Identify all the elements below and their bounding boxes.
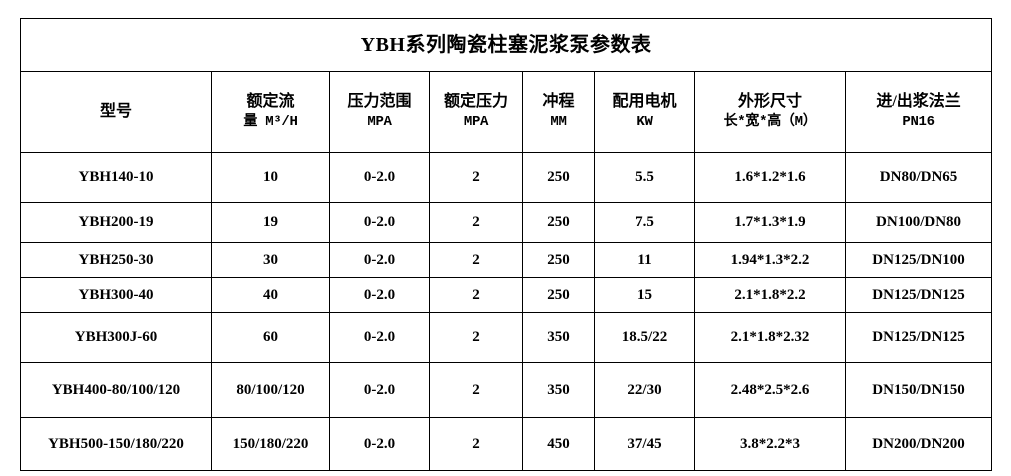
cell-rated-pressure: 2 [429, 152, 523, 203]
column-header-rated-pressure-unit: MPA [463, 114, 489, 131]
cell-model: YBH200-19 [20, 202, 212, 243]
column-header-rated-flow-label: 额定流 [246, 93, 295, 111]
column-header-dimensions-unit: 长*宽*高（M） [723, 114, 817, 131]
column-header-model-label: 型号 [99, 103, 132, 120]
cell-pressure-range: 0-2.0 [329, 202, 430, 243]
cell-motor: 37/45 [594, 417, 695, 471]
column-header-dimensions: 外形尺寸 长*宽*高（M） [694, 71, 846, 153]
cell-flange: DN100/DN80 [844, 202, 993, 243]
cell-model: YBH250-30 [20, 242, 212, 278]
cell-model: YBH500-150/180/220 [20, 417, 212, 471]
cell-motor: 5.5 [594, 152, 695, 203]
column-header-flange-unit: PN16 [902, 114, 935, 131]
column-header-flange-label: 进/出浆法兰 [876, 93, 961, 111]
column-header-stroke-unit: MM [550, 114, 567, 131]
column-header-stroke-label: 冲程 [542, 93, 575, 111]
cell-flow: 30 [211, 242, 330, 278]
cell-dimensions: 3.8*2.2*3 [694, 417, 846, 471]
cell-motor: 22/30 [594, 362, 695, 418]
table-row: YBH140-10 10 0-2.0 2 250 5.5 1.6*1.2*1.6… [20, 152, 993, 203]
cell-stroke: 250 [522, 277, 595, 313]
cell-pressure-range: 0-2.0 [329, 242, 430, 278]
table-row: YBH250-30 30 0-2.0 2 250 11 1.94*1.3*2.2… [20, 242, 993, 278]
table-row: YBH500-150/180/220 150/180/220 0-2.0 2 4… [20, 417, 993, 471]
cell-pressure-range: 0-2.0 [329, 417, 430, 471]
cell-stroke: 250 [522, 242, 595, 278]
cell-motor: 18.5/22 [594, 312, 695, 363]
cell-model: YBH300-40 [20, 277, 212, 313]
pump-parameter-table: YBH系列陶瓷柱塞泥浆泵参数表 型号 额定流 量 M³/H 压力范围 MPA [19, 18, 993, 471]
cell-stroke: 250 [522, 202, 595, 243]
cell-dimensions: 2.1*1.8*2.32 [694, 312, 846, 363]
column-header-dimensions-label: 外形尺寸 [737, 93, 802, 111]
cell-rated-pressure: 2 [429, 277, 523, 313]
column-header-model: 型号 [20, 71, 212, 153]
column-header-pressure-range-unit: MPA [367, 114, 392, 131]
cell-rated-pressure: 2 [429, 417, 523, 471]
cell-dimensions: 1.94*1.3*2.2 [694, 242, 846, 278]
table-header-row: 型号 额定流 量 M³/H 压力范围 MPA 额定压力 MPA [20, 71, 993, 153]
table-title-row: YBH系列陶瓷柱塞泥浆泵参数表 [19, 18, 993, 72]
cell-flange: DN150/DN150 [844, 362, 993, 418]
cell-flange: DN80/DN65 [844, 152, 993, 203]
cell-pressure-range: 0-2.0 [329, 152, 430, 203]
column-header-motor: 配用电机 KW [594, 71, 695, 153]
cell-flow: 60 [211, 312, 330, 363]
cell-rated-pressure: 2 [429, 312, 523, 363]
cell-dimensions: 2.48*2.5*2.6 [694, 362, 846, 418]
column-header-rated-flow-unit: 量 M³/H [243, 114, 298, 131]
column-header-pressure-range-label: 压力范围 [347, 93, 412, 111]
cell-rated-pressure: 2 [429, 202, 523, 243]
cell-flange: DN125/DN125 [844, 312, 993, 363]
cell-stroke: 350 [522, 362, 595, 418]
cell-motor: 15 [594, 277, 695, 313]
column-header-pressure-range: 压力范围 MPA [329, 71, 430, 153]
column-header-motor-label: 配用电机 [612, 93, 677, 111]
column-header-rated-pressure: 额定压力 MPA [429, 71, 523, 153]
cell-stroke: 250 [522, 152, 595, 203]
cell-flange: DN200/DN200 [844, 417, 993, 471]
cell-rated-pressure: 2 [429, 362, 523, 418]
cell-model: YBH300J-60 [20, 312, 212, 363]
cell-flow: 80/100/120 [211, 362, 330, 418]
cell-pressure-range: 0-2.0 [329, 362, 430, 418]
column-header-motor-unit: KW [636, 114, 653, 131]
column-header-flange: 进/出浆法兰 PN16 [844, 71, 993, 153]
cell-flow: 40 [211, 277, 330, 313]
cell-flange: DN125/DN125 [844, 277, 993, 313]
cell-dimensions: 1.7*1.3*1.9 [694, 202, 846, 243]
cell-motor: 7.5 [594, 202, 695, 243]
cell-pressure-range: 0-2.0 [329, 277, 430, 313]
cell-dimensions: 2.1*1.8*2.2 [694, 277, 846, 313]
cell-pressure-range: 0-2.0 [329, 312, 430, 363]
cell-rated-pressure: 2 [429, 242, 523, 278]
page-title: YBH系列陶瓷柱塞泥浆泵参数表 [19, 18, 993, 72]
table-row: YBH200-19 19 0-2.0 2 250 7.5 1.7*1.3*1.9… [20, 202, 993, 243]
table-row: YBH400-80/100/120 80/100/120 0-2.0 2 350… [20, 362, 993, 418]
cell-stroke: 450 [522, 417, 595, 471]
table-row: YBH300-40 40 0-2.0 2 250 15 2.1*1.8*2.2 … [20, 277, 993, 313]
cell-flow: 10 [211, 152, 330, 203]
cell-flange: DN125/DN100 [844, 242, 993, 278]
cell-dimensions: 1.6*1.2*1.6 [694, 152, 846, 203]
cell-model: YBH400-80/100/120 [20, 362, 212, 418]
cell-stroke: 350 [522, 312, 595, 363]
table-row: YBH300J-60 60 0-2.0 2 350 18.5/22 2.1*1.… [20, 312, 993, 363]
cell-flow: 19 [211, 202, 330, 243]
column-header-rated-flow: 额定流 量 M³/H [211, 71, 330, 153]
cell-motor: 11 [594, 242, 695, 278]
column-header-rated-pressure-label: 额定压力 [443, 93, 508, 111]
cell-model: YBH140-10 [20, 152, 212, 203]
column-header-stroke: 冲程 MM [522, 71, 595, 153]
cell-flow: 150/180/220 [211, 417, 330, 471]
spec-table-container: YBH系列陶瓷柱塞泥浆泵参数表 型号 额定流 量 M³/H 压力范围 MPA [19, 18, 993, 471]
